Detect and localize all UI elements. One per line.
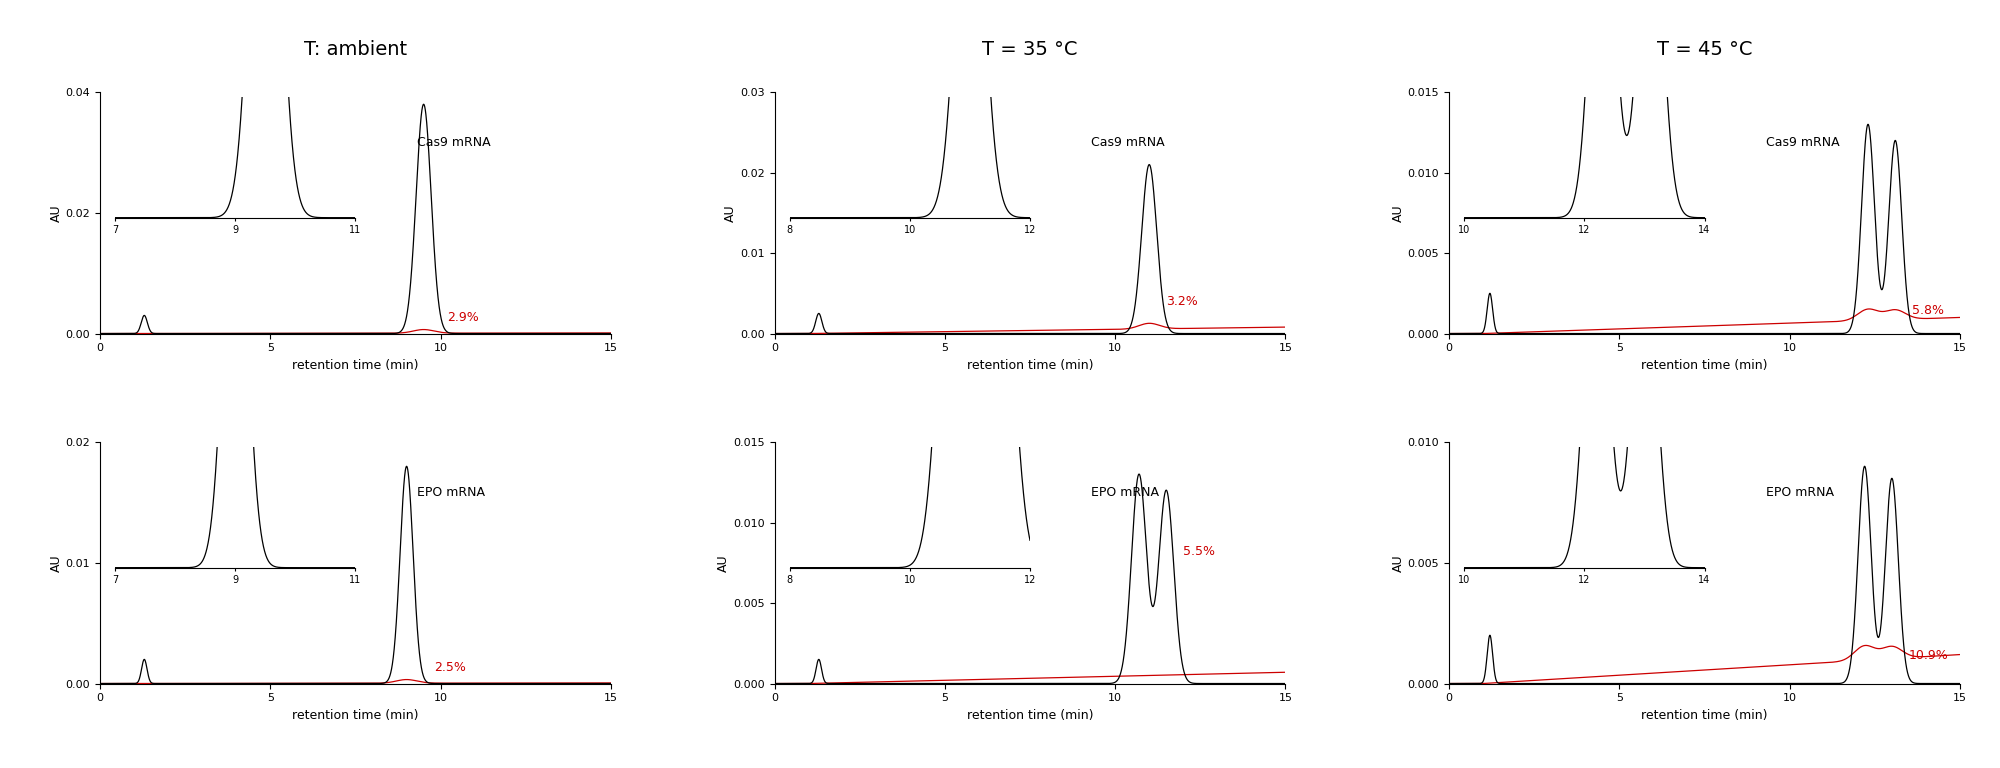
X-axis label: retention time (min): retention time (min) [292,709,418,722]
Text: EPO mRNA: EPO mRNA [1766,485,1834,498]
Text: 10.9%: 10.9% [1908,650,1948,662]
X-axis label: retention time (min): retention time (min) [966,709,1094,722]
Y-axis label: AU: AU [718,554,730,571]
Text: 5.5%: 5.5% [1184,545,1216,558]
X-axis label: retention time (min): retention time (min) [1642,709,1768,722]
Text: T: ambient: T: ambient [304,41,408,59]
Text: Cas9 mRNA: Cas9 mRNA [1766,136,1840,148]
Text: 5.8%: 5.8% [1912,304,1944,317]
X-axis label: retention time (min): retention time (min) [292,359,418,372]
Text: 3.2%: 3.2% [1166,296,1198,309]
Text: Cas9 mRNA: Cas9 mRNA [416,136,490,148]
Y-axis label: AU: AU [1392,204,1404,222]
Text: Cas9 mRNA: Cas9 mRNA [1092,136,1164,148]
X-axis label: retention time (min): retention time (min) [966,359,1094,372]
Y-axis label: AU: AU [724,204,738,222]
Text: EPO mRNA: EPO mRNA [1092,485,1160,498]
Text: EPO mRNA: EPO mRNA [416,485,484,498]
X-axis label: retention time (min): retention time (min) [1642,359,1768,372]
Text: 2.5%: 2.5% [434,661,466,674]
Y-axis label: AU: AU [50,554,62,571]
Text: 2.9%: 2.9% [448,312,480,324]
Text: T = 45 °C: T = 45 °C [1656,41,1752,59]
Y-axis label: AU: AU [50,204,62,222]
Text: T = 35 °C: T = 35 °C [982,41,1078,59]
Y-axis label: AU: AU [1392,554,1404,571]
